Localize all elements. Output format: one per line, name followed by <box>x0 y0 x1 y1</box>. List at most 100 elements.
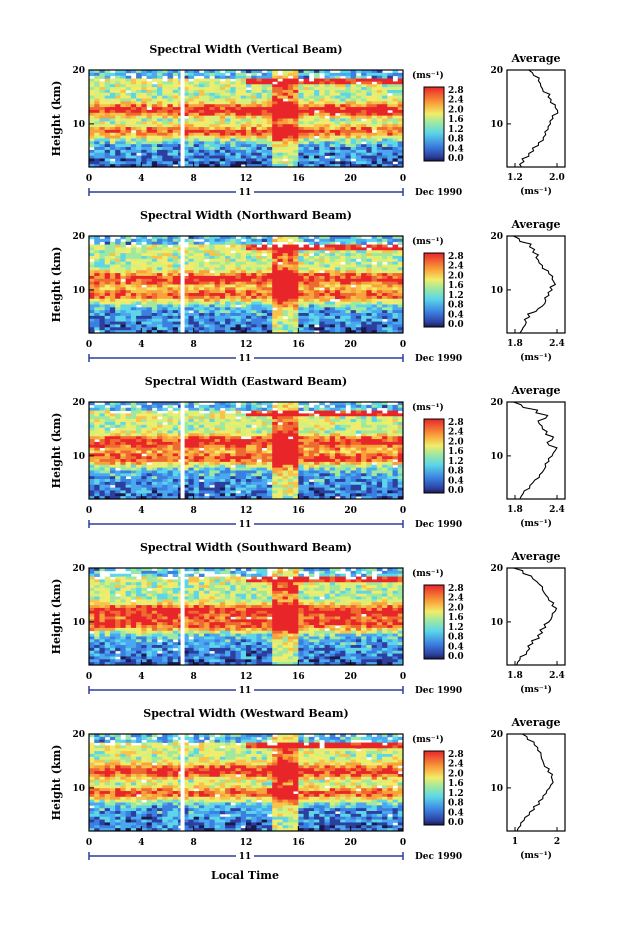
heatmap-cell <box>89 127 95 131</box>
heatmap-cell <box>115 87 121 91</box>
x-tick-label: 16 <box>292 174 305 184</box>
heatmap-cell <box>240 298 247 303</box>
heatmap-cell <box>120 298 127 303</box>
heatmap-cell <box>225 290 231 294</box>
heatmap-cell <box>219 287 226 291</box>
heatmap-cell <box>94 112 100 117</box>
heatmap-cell <box>246 304 252 308</box>
heatmap-cell <box>371 155 378 159</box>
heatmap-cell <box>120 281 127 285</box>
heatmap-cell <box>167 121 174 125</box>
heatmap-cell <box>334 155 341 159</box>
heatmap-cell <box>172 273 179 277</box>
heatmap-cell <box>240 81 247 85</box>
heatmap-cell <box>188 164 195 168</box>
heatmap-cell <box>235 107 242 111</box>
heatmap-cell <box>293 127 299 131</box>
heatmap-cell <box>261 321 268 325</box>
heatmap-cell <box>303 98 310 102</box>
heatmap-cell <box>272 267 278 271</box>
heatmap-cell <box>261 267 268 271</box>
heatmap-cell <box>303 310 310 314</box>
heatmap-cell <box>183 284 189 288</box>
heatmap-cell <box>214 87 221 91</box>
heatmap-cell <box>293 152 299 156</box>
heatmap-cell <box>104 295 111 300</box>
heatmap-cell <box>246 267 252 271</box>
heatmap-cell <box>99 410 106 414</box>
heatmap-cell <box>319 419 325 423</box>
heatmap-cell <box>167 101 174 105</box>
heatmap-cell <box>282 416 289 420</box>
heatmap-cell <box>109 310 116 314</box>
heatmap-cell <box>120 424 127 429</box>
heatmap-cell <box>256 255 263 260</box>
heatmap-cell <box>240 144 247 148</box>
heatmap-cell <box>256 84 263 88</box>
heatmap-cell <box>109 287 116 291</box>
heatmap-cell <box>261 441 268 446</box>
heatmap-cell <box>308 95 315 99</box>
heatmap-cell <box>136 144 142 148</box>
heatmap-cell <box>329 147 336 151</box>
heatmap-cell <box>157 278 163 283</box>
heatmap-cell <box>282 155 289 159</box>
heatmap-cell <box>162 264 168 268</box>
heatmap-cell <box>225 267 231 271</box>
heatmap-cell <box>130 261 137 265</box>
heatmap-cell <box>94 267 100 271</box>
heatmap-cell <box>329 112 336 117</box>
heatmap-cell <box>298 109 304 114</box>
heatmap-cell <box>157 109 163 114</box>
heatmap-cell <box>345 115 352 119</box>
heatmap-cell <box>329 161 336 165</box>
heatmap-cell <box>109 261 116 265</box>
heatmap-cell <box>240 318 247 322</box>
heatmap-cell <box>324 144 331 148</box>
heatmap-cell <box>361 430 367 434</box>
heatmap-cell <box>183 419 189 423</box>
heatmap-cell <box>209 307 215 311</box>
heatmap-cell <box>256 424 263 429</box>
heatmap-cell <box>376 95 383 99</box>
heatmap-cell <box>392 419 399 423</box>
heatmap-cell <box>266 253 273 257</box>
heatmap-cell <box>308 275 315 280</box>
heatmap-cell <box>198 104 205 108</box>
heatmap-cell <box>246 129 252 134</box>
heatmap-cell <box>89 407 95 411</box>
heatmap-cell <box>99 101 106 105</box>
heatmap-cell <box>387 419 393 423</box>
heatmap-cell <box>109 258 116 263</box>
heatmap-cell <box>266 278 273 283</box>
heatmap-cell <box>120 264 127 268</box>
heatmap-cell <box>334 152 341 156</box>
heatmap-cell <box>371 138 378 142</box>
heatmap-cell <box>298 284 304 288</box>
heatmap-cell <box>298 124 304 128</box>
heatmap-cell <box>240 250 247 254</box>
heatmap-cell <box>340 109 346 114</box>
heatmap-cell <box>209 98 215 102</box>
heatmap-cell <box>115 78 121 82</box>
heatmap-cell <box>355 238 362 243</box>
heatmap-cell <box>209 101 215 105</box>
heatmap-cell <box>89 321 95 325</box>
heatmap-cell <box>193 155 200 159</box>
heatmap-cell <box>382 290 388 294</box>
heatmap-cell <box>136 75 142 79</box>
heatmap-cell <box>151 270 158 274</box>
heatmap-cell <box>256 78 263 82</box>
heatmap-cell <box>146 436 153 440</box>
heatmap-cell <box>382 439 388 443</box>
heatmap-cell <box>261 101 268 105</box>
heatmap-cell <box>157 141 163 145</box>
heatmap-cell <box>125 424 132 429</box>
heatmap-cell <box>371 164 378 168</box>
heatmap-cell <box>151 244 158 248</box>
heatmap-cell <box>240 147 247 151</box>
heatmap-cell <box>120 121 127 125</box>
heatmap-cell <box>376 270 383 274</box>
heatmap-cell <box>225 273 231 277</box>
heatmap-cell <box>99 72 106 77</box>
